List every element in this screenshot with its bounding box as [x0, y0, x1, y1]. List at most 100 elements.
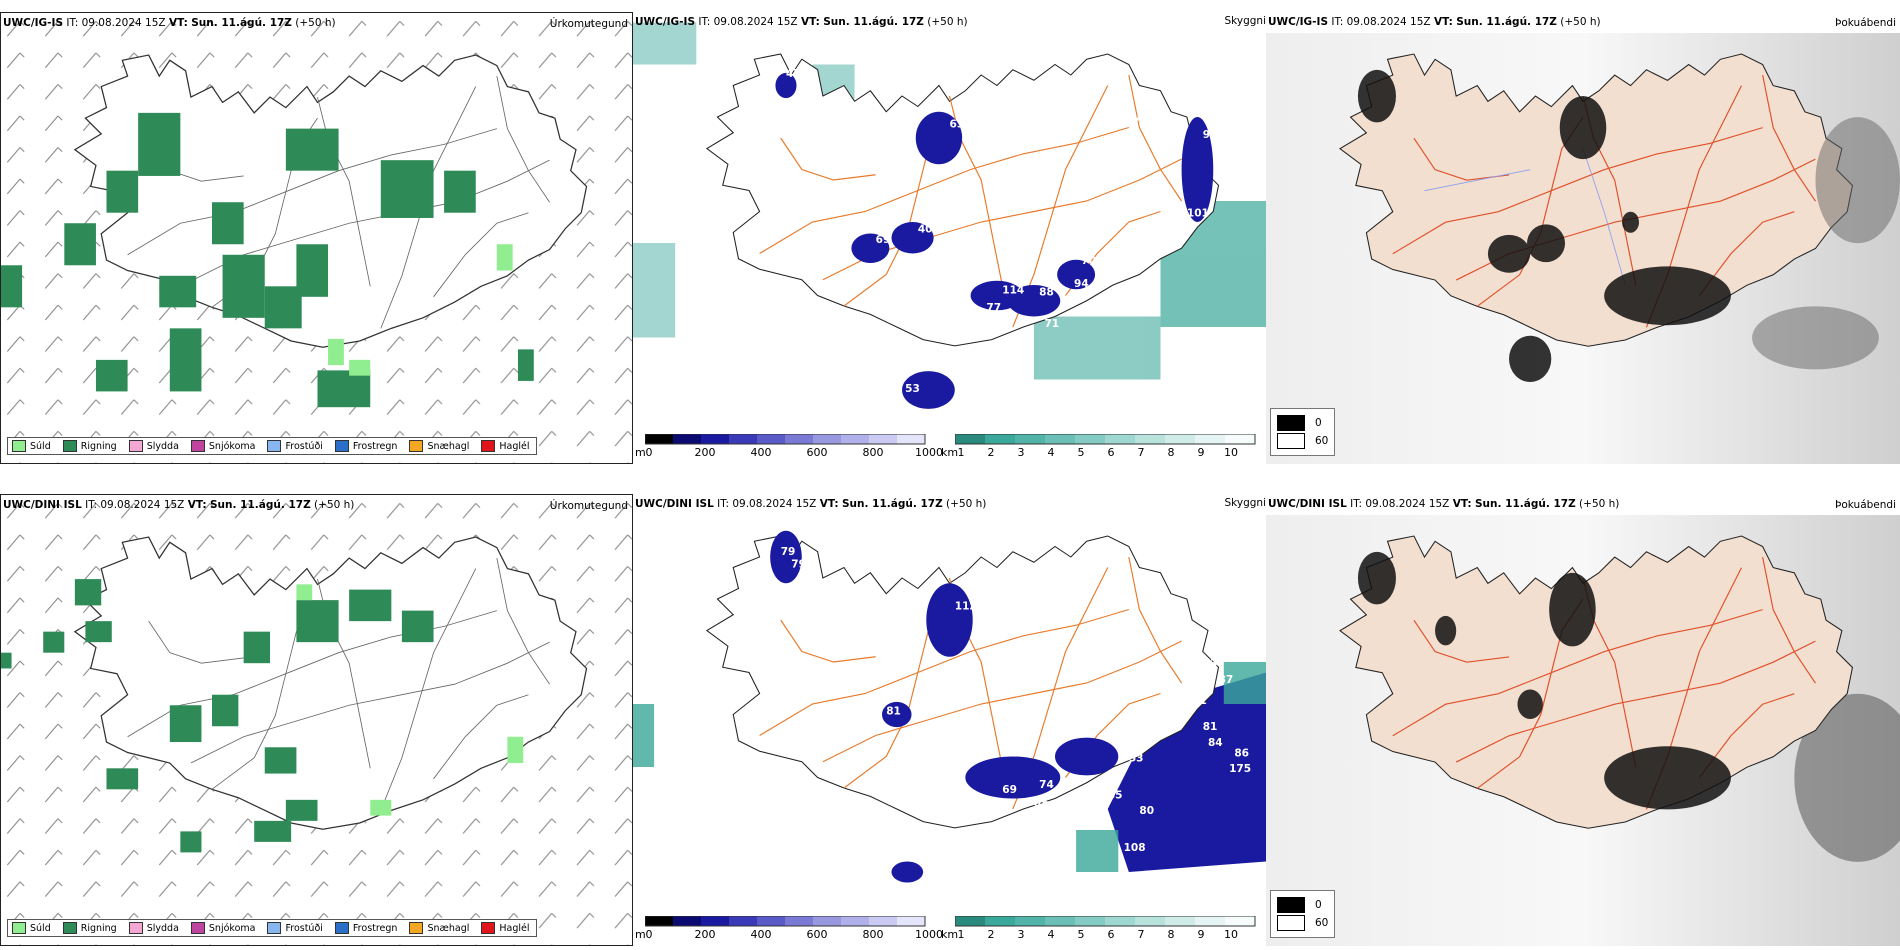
visibility-value-label: 127: [950, 674, 972, 686]
visibility-colorbar: km 1 2 3 4 5 6 7 8 9 10: [941, 434, 1266, 460]
legend-item: Snjókoma: [190, 440, 255, 452]
fog-key-label: 0: [1315, 417, 1322, 429]
colorbar-tick: 9: [1197, 446, 1205, 459]
visibility-value-label: 74: [1129, 113, 1144, 125]
fog-index-key: 0 60: [1270, 890, 1336, 938]
legend-swatch: [481, 922, 496, 934]
legend-label: Snæhagl: [427, 922, 470, 934]
visibility-value-label: 114: [1002, 284, 1024, 296]
legend-swatch: [267, 440, 282, 452]
precip-map: [1, 13, 632, 463]
colorbar-tick: 3: [1017, 928, 1025, 941]
fog-key-swatch: [1277, 915, 1305, 931]
legend-label: Snæhagl: [427, 440, 470, 452]
fog-key-entry: 0: [1277, 897, 1328, 913]
legend-item: Rigning: [62, 440, 117, 452]
colorbar-tick: 9: [1197, 928, 1205, 941]
legend-label: Frostúði: [285, 922, 323, 934]
fog-key-entry: 60: [1277, 915, 1328, 931]
precip-panel-bottom: UWC/DINI ISL IT: 09.08.2024 15Z VT: Sun.…: [0, 494, 633, 946]
legend-label: Rigning: [80, 440, 117, 452]
legend-swatch: [409, 922, 424, 934]
colorbar-tick: 0: [645, 928, 653, 941]
fog-key-entry: 0: [1277, 415, 1328, 431]
visibility-value-label: 63: [950, 119, 965, 131]
colorbar-tick: 1000: [915, 928, 943, 941]
visibility-value-label: 94: [1074, 278, 1089, 290]
colorbar-tick: 600: [806, 928, 828, 941]
elevation-colorbar: m 0 200 400 600 800 1000: [635, 434, 943, 460]
colorbar-tick: 4: [1047, 446, 1055, 459]
colorbar-tick: 600: [806, 446, 828, 459]
fog-key-label: 60: [1315, 435, 1329, 447]
visibility-value-label: 79: [791, 559, 806, 571]
legend-label: Súld: [30, 922, 51, 934]
visibility-value-label: 53: [1129, 753, 1144, 765]
legend-label: Frostregn: [352, 440, 398, 452]
colorbar-tick: 2: [987, 446, 995, 459]
visibility-value-label: 84: [1208, 737, 1223, 749]
legend-item: Slydda: [128, 922, 179, 934]
legend-item: Súld: [12, 440, 51, 452]
visibility-value-label: 28: [1129, 742, 1144, 754]
panel-header: UWC/DINI ISL IT: 09.08.2024 15Z VT: Sun.…: [1268, 498, 1620, 510]
visibility-value-label: 97: [1203, 129, 1218, 141]
visibility-value-label: 83: [1203, 658, 1218, 670]
fog-key-label: 0: [1315, 899, 1322, 911]
colorbar-tick: 7: [1137, 928, 1145, 941]
colorbar-tick: 4: [1047, 928, 1055, 941]
visibility-value-label: 82: [1139, 284, 1154, 296]
fog-panel-bottom: UWC/DINI ISL IT: 09.08.2024 15Z VT: Sun.…: [1266, 494, 1900, 946]
colorbar-tick: 400: [750, 928, 772, 941]
legend-swatch: [128, 922, 143, 934]
visibility-value-label: 53: [905, 383, 920, 395]
panel-title: Þokuábendi: [1835, 499, 1896, 511]
visibility-value-label: 69: [876, 234, 891, 246]
visibility-value-label: 81: [886, 706, 901, 718]
visibility-value-label: 98: [1219, 150, 1234, 162]
colorbar-tick: 6: [1107, 446, 1115, 459]
legend-item: Frostregn: [334, 922, 398, 934]
colorbar-tick: 8: [1167, 928, 1175, 941]
panel-header: UWC/DINI ISL IT: 09.08.2024 15Z VT: Sun.…: [3, 499, 355, 511]
colorbar-tick: 6: [1107, 928, 1115, 941]
colorbar-tick: 800: [862, 928, 884, 941]
legend-item: Snæhagl: [409, 440, 469, 452]
panel-header: UWC/DINI ISL IT: 09.08.2024 15Z VT: Sun.…: [635, 498, 987, 510]
drizzle-areas: [328, 244, 513, 376]
legend-label: Slydda: [146, 440, 179, 452]
visibility-value-label: 76: [971, 129, 986, 141]
colorbar-tick: 3: [1017, 446, 1025, 459]
visibility-value-label: 80: [1139, 805, 1154, 817]
legend-swatch: [12, 440, 26, 452]
panel-title: Skyggni: [1224, 15, 1267, 27]
visibility-value-label: 70: [1081, 255, 1096, 267]
visibility-panel-bottom: UWC/DINI ISL IT: 09.08.2024 15Z VT: Sun.…: [633, 494, 1266, 946]
legend-item: Slydda: [128, 440, 179, 452]
colorbar-tick: 10: [1224, 928, 1238, 941]
panel-title: Úrkomutegund: [549, 500, 628, 512]
colorbar-tick: 1000: [915, 446, 943, 459]
legend-swatch: [409, 440, 424, 452]
colorbar-tick: 5: [1077, 928, 1085, 941]
rain-areas: [1, 112, 534, 408]
legend-label: Haglél: [499, 440, 530, 452]
legend-swatch: [12, 922, 26, 934]
precip-legend: Súld Rigning Slydda Snjókoma Frostúði Frostre…: [7, 919, 537, 937]
legend-item: Frostúði: [267, 440, 323, 452]
visibility-panel-top: UWC/IG-IS IT: 09.08.2024 15Z VT: Sun. 11…: [633, 12, 1266, 464]
visibility-value-label: 63: [1171, 119, 1186, 131]
panel-title: Þokuábendi: [1835, 17, 1896, 29]
panel-header: UWC/IG-IS IT: 09.08.2024 15Z VT: Sun. 11…: [3, 17, 336, 29]
legend-swatch: [481, 440, 496, 452]
visibility-value-label: 60: [886, 394, 901, 406]
visibility-value-label: 69: [1002, 784, 1017, 796]
fog-index-key: 0 60: [1270, 408, 1336, 456]
visibility-value-label: 112: [955, 601, 977, 613]
legend-label: Frostregn: [352, 922, 398, 934]
legend-swatch: [267, 922, 282, 934]
colorbar-tick: 5: [1077, 446, 1085, 459]
fog-key-entry: 60: [1277, 433, 1328, 449]
